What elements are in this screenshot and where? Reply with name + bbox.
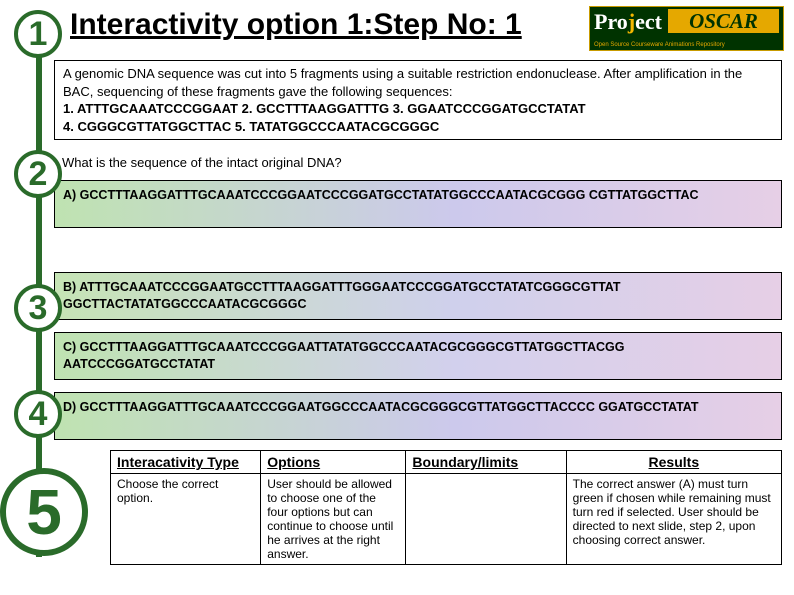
logo-text: Project xyxy=(594,9,662,35)
option-d[interactable]: D) GCCTTTAAGGATTTGCAAATCCCGGAATGGCCCAATA… xyxy=(54,392,782,440)
details-table: Interacativity Type Options Boundary/lim… xyxy=(110,450,782,565)
td-options: User should be allowed to choose one of … xyxy=(261,474,406,565)
step-marker-4: 4 xyxy=(14,390,62,438)
seq-line-1: 1. ATTTGCAAATCCCGGAAT 2. GCCTTTAAGGATTTG… xyxy=(63,101,586,116)
logo-sub: Open Source Courseware Animations Reposi… xyxy=(594,42,725,48)
logo-oscar: OSCAR xyxy=(667,8,780,34)
td-results: The correct answer (A) must turn green i… xyxy=(566,474,781,565)
option-a[interactable]: A) GCCTTTAAGGATTTGCAAATCCCGGAATCCCGGATGC… xyxy=(54,180,782,228)
td-boundary xyxy=(406,474,566,565)
logo-ect: ect xyxy=(635,9,662,34)
step-marker-3: 3 xyxy=(14,284,62,332)
step-marker-1: 1 xyxy=(14,10,62,58)
question-text: What is the sequence of the intact origi… xyxy=(54,150,782,174)
th-type: Interacativity Type xyxy=(111,451,261,474)
th-boundary: Boundary/limits xyxy=(406,451,566,474)
intro-box: A genomic DNA sequence was cut into 5 fr… xyxy=(54,60,782,140)
step-marker-2: 2 xyxy=(14,150,62,198)
page-title: Interactivity option 1:Step No: 1 xyxy=(70,8,522,42)
seq-line-2: 4. CGGGCGTTATGGCTTAC 5. TATATGGCCCAATACG… xyxy=(63,119,439,134)
option-b[interactable]: B) ATTTGCAAATCCCGGAATGCCTTTAAGGATTTGGGAA… xyxy=(54,272,782,320)
intro-text: A genomic DNA sequence was cut into 5 fr… xyxy=(63,66,742,99)
logo: Project OSCAR Open Source Courseware Ani… xyxy=(589,6,784,51)
th-results: Results xyxy=(566,451,781,474)
th-options: Options xyxy=(261,451,406,474)
step-marker-5: 5 xyxy=(0,468,88,556)
td-type: Choose the correct option. xyxy=(111,474,261,565)
option-c[interactable]: C) GCCTTTAAGGATTTGCAAATCCCGGAATTATATGGCC… xyxy=(54,332,782,380)
logo-pro: Pro xyxy=(594,9,628,34)
